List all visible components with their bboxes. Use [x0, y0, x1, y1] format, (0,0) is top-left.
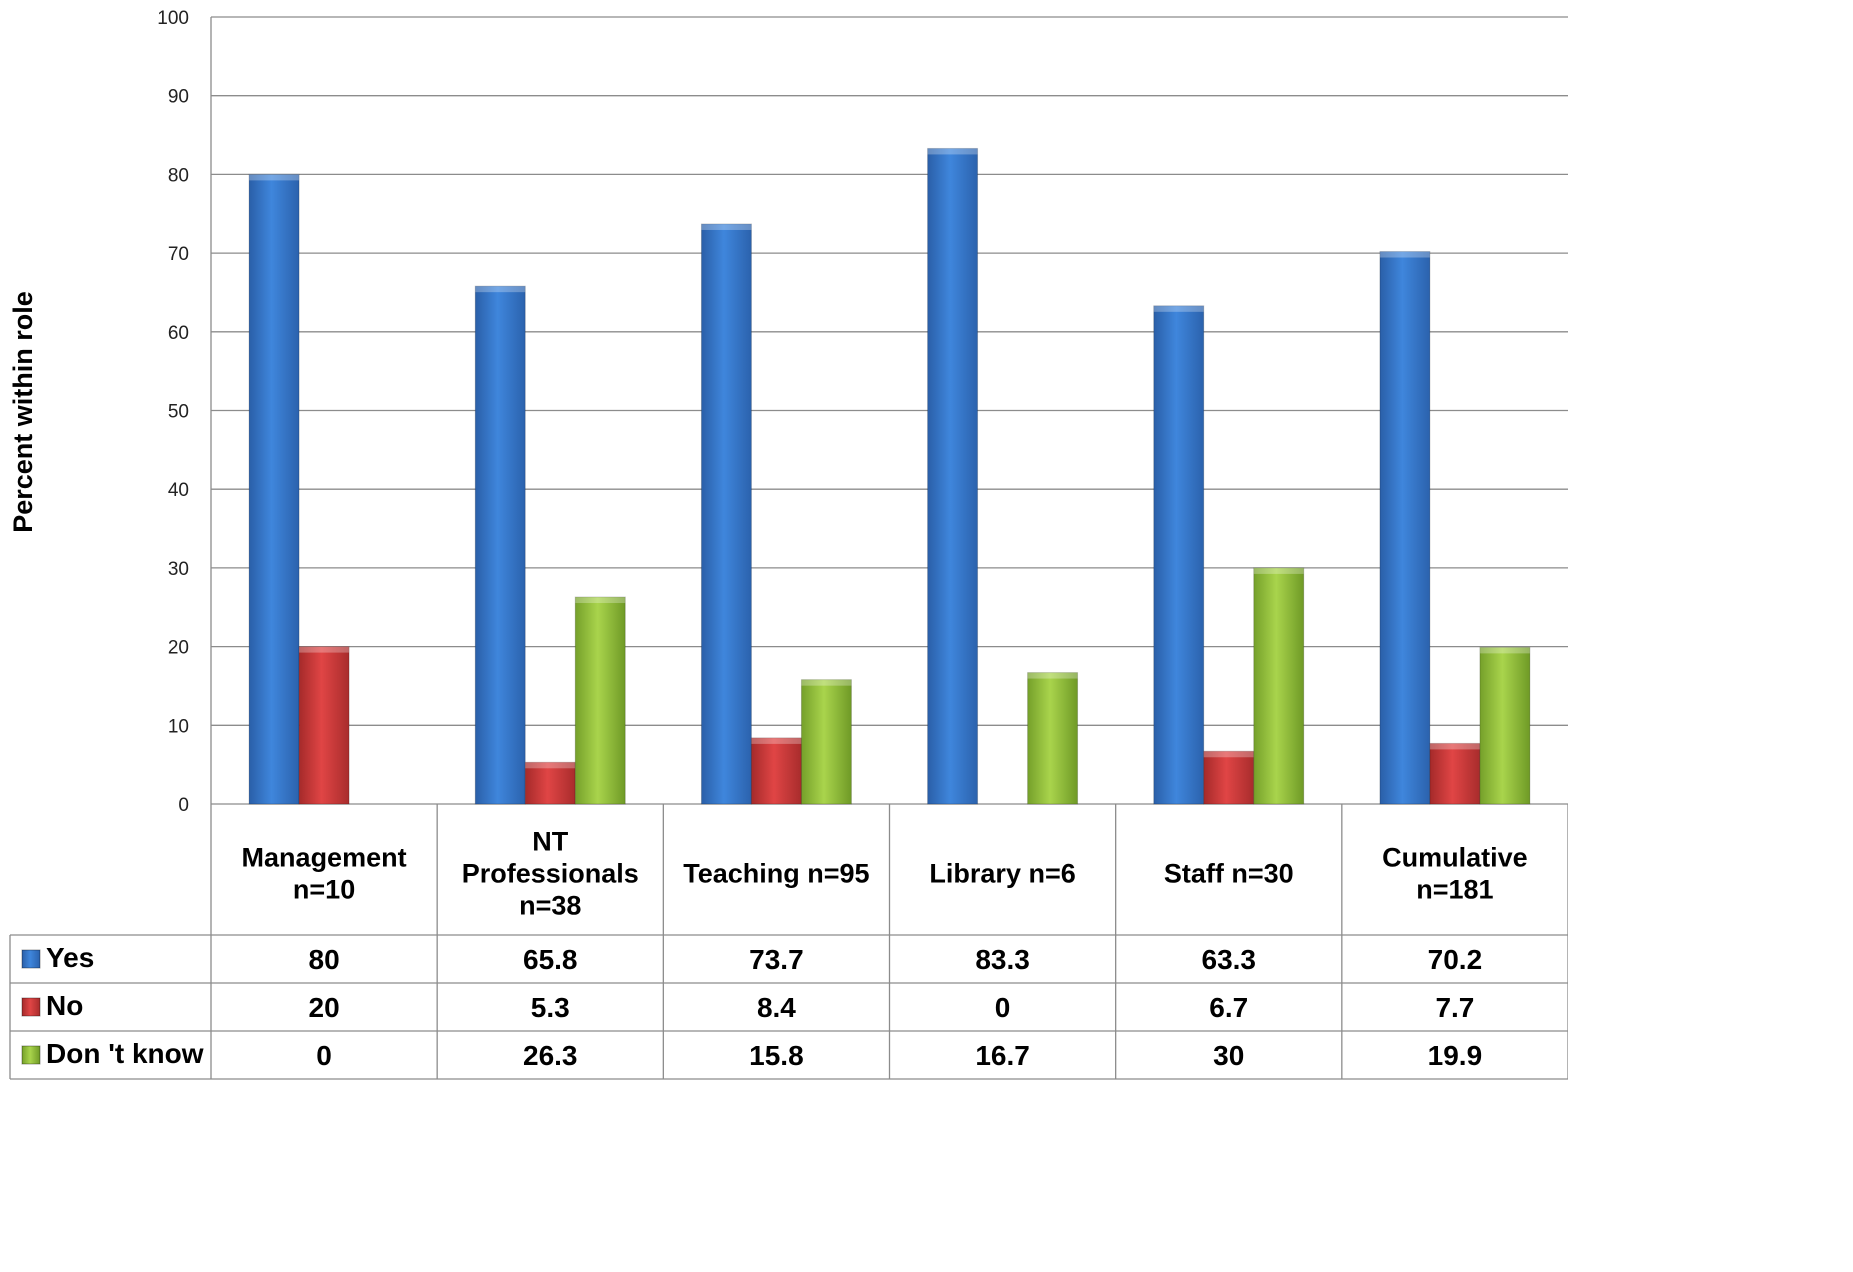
bar-no-5	[1429, 742, 1481, 805]
chart: Percent within role 0 10 20 30 40 50 60 70 80 90 1…	[8, 8, 1568, 1080]
table-cell: 26.3	[523, 1040, 578, 1071]
legend-label: Don 't know	[46, 1038, 204, 1069]
y-tick-label: 20	[168, 638, 189, 659]
y-tick-labels: 0 10 20 30 40 50 60 70 80 90 100	[157, 8, 189, 816]
category-label-line: n=38	[519, 891, 581, 921]
y-tick-label: 70	[168, 244, 189, 265]
category-label-line: Professionals	[462, 859, 639, 889]
bar-yes-5	[1379, 251, 1431, 805]
category-label-line: Cumulative	[1382, 843, 1528, 873]
bar-don-t-know-5	[1479, 646, 1531, 805]
table-cell: 6.7	[1209, 992, 1248, 1023]
bar-don-t-know-4	[1253, 567, 1305, 805]
bar-yes-2	[700, 223, 752, 805]
bar-no-0	[298, 646, 350, 805]
y-tick-label: 40	[168, 480, 189, 501]
category-label-line: NT	[532, 827, 568, 857]
y-tick-label: 100	[157, 8, 189, 29]
bar-no-1	[524, 761, 576, 805]
bars	[248, 147, 1531, 805]
y-tick-label: 0	[178, 795, 189, 816]
y-tick-label: 30	[168, 559, 189, 580]
category-label-line: Library n=6	[929, 859, 1075, 889]
table-cell: 20	[309, 992, 340, 1023]
table-cell: 70.2	[1428, 944, 1483, 975]
bar-no-2	[750, 737, 802, 805]
category-label: Staff n=30	[1164, 859, 1294, 889]
bar-yes-0	[248, 173, 300, 805]
legend-swatch	[21, 1045, 41, 1065]
legend-swatch	[21, 949, 41, 969]
data-table: Management n=10 NT Professionals n=38 Teachin…	[9, 804, 1568, 1080]
category-label: Library n=6	[929, 859, 1075, 889]
category-label-line: Staff n=30	[1164, 859, 1294, 889]
bar-yes-4	[1153, 305, 1205, 805]
gridlines	[210, 16, 1568, 805]
category-label-line: Teaching n=95	[683, 859, 869, 889]
legend-label: No	[46, 990, 83, 1021]
table-cell: 19.9	[1428, 1040, 1483, 1071]
bar-yes-3	[927, 147, 979, 805]
category-label-line: n=10	[293, 875, 355, 905]
table-cell: 5.3	[531, 992, 570, 1023]
table-cell: 16.7	[975, 1040, 1030, 1071]
table-cell: 83.3	[975, 944, 1030, 975]
table-cell: 30	[1213, 1040, 1244, 1071]
y-tick-label: 90	[168, 87, 189, 108]
bar-no-4	[1203, 750, 1255, 805]
y-tick-label: 60	[168, 323, 189, 344]
table-cell: 65.8	[523, 944, 578, 975]
y-tick-label: 50	[168, 402, 189, 423]
category-label: NT Professionals n=38	[462, 827, 639, 921]
category-label: Teaching n=95	[683, 859, 869, 889]
category-label: Management n=10	[242, 843, 407, 905]
bar-don-t-know-1	[574, 596, 626, 805]
bar-don-t-know-3	[1027, 672, 1079, 805]
table-cell: 0	[316, 1040, 332, 1071]
bar-yes-1	[474, 285, 526, 805]
table-cell: 15.8	[749, 1040, 804, 1071]
legend-swatch	[21, 997, 41, 1017]
table-cell: 73.7	[749, 944, 804, 975]
table-cell: 0	[995, 992, 1011, 1023]
y-axis-label: Percent within role	[8, 291, 38, 533]
bar-don-t-know-2	[800, 679, 852, 805]
category-label-line: n=181	[1416, 875, 1493, 905]
table-cell: 63.3	[1202, 944, 1257, 975]
y-tick-label: 10	[168, 716, 189, 737]
table-cell: 80	[309, 944, 340, 975]
y-tick-label: 80	[168, 165, 189, 186]
table-cell: 8.4	[757, 992, 796, 1023]
category-label-line: Management	[242, 843, 407, 873]
table-cell: 7.7	[1435, 992, 1474, 1023]
legend-label: Yes	[46, 942, 94, 973]
category-label: Cumulative n=181	[1382, 843, 1528, 905]
